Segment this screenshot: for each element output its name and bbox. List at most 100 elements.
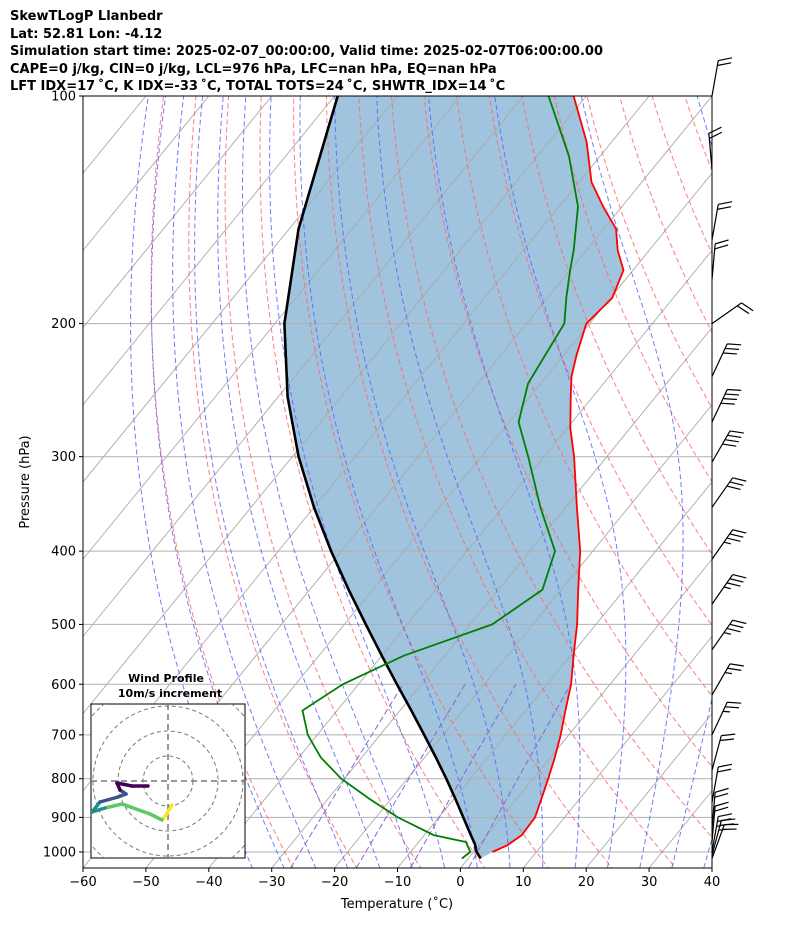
x-axis-label: Temperature (˚C) bbox=[340, 896, 453, 912]
dry-adiabat bbox=[783, 96, 794, 883]
location-line: Lat: 52.81 Lon: -4.12 bbox=[10, 26, 163, 42]
temperature-profile-line bbox=[491, 96, 625, 853]
hodograph-segment bbox=[98, 795, 120, 804]
x-tick-label: −30 bbox=[258, 875, 285, 890]
moist-adiabat bbox=[194, 96, 349, 868]
moist-adiabat bbox=[269, 96, 446, 868]
cape-line: CAPE=0 j/kg, CIN=0 j/kg, LCL=976 hPa, LF… bbox=[10, 61, 497, 77]
isotherm-line bbox=[83, 96, 273, 329]
isotherm-line bbox=[83, 96, 587, 715]
wind-barb bbox=[711, 239, 729, 280]
isotherm-line bbox=[208, 249, 712, 868]
y-tick-label: 600 bbox=[51, 678, 76, 693]
profile-lines bbox=[283, 96, 625, 860]
dry-adiabat bbox=[521, 96, 712, 555]
mixing-ratio-line bbox=[289, 684, 404, 868]
wind-barb bbox=[708, 126, 723, 170]
isotherm-line bbox=[585, 712, 712, 868]
chart-title: SkewTLogP Llanbedr bbox=[10, 9, 163, 24]
dewpoint-profile-line bbox=[301, 96, 579, 860]
y-tick-label: 900 bbox=[51, 811, 76, 826]
isotherm-line bbox=[460, 558, 712, 868]
wind-barb bbox=[711, 823, 739, 859]
moist-adiabat bbox=[580, 96, 684, 868]
isotherm-line bbox=[83, 96, 398, 483]
wind-barb bbox=[711, 430, 744, 463]
wind-barb bbox=[711, 763, 733, 803]
x-tick-label: 0 bbox=[456, 875, 464, 890]
dry-adiabat bbox=[488, 96, 712, 627]
mixing-ratio-line bbox=[467, 684, 572, 868]
wind-barb bbox=[711, 529, 747, 560]
time-line: Simulation start time: 2025-02-07_00:00:… bbox=[10, 44, 603, 59]
dry-adiabat bbox=[651, 96, 712, 255]
moist-adiabat bbox=[150, 96, 285, 868]
x-tick-label: 10 bbox=[515, 875, 532, 890]
moist-adiabat bbox=[494, 96, 627, 868]
isotherm-line bbox=[334, 404, 712, 868]
dry-adiabat bbox=[750, 96, 794, 883]
hodograph-segment bbox=[115, 781, 134, 788]
isotherm-line bbox=[648, 790, 712, 868]
moist-adiabat bbox=[376, 96, 544, 868]
x-tick-label: 30 bbox=[641, 875, 658, 890]
isotherm-line bbox=[397, 481, 712, 868]
isotherm-line bbox=[83, 96, 524, 638]
inset-title: Wind Profile bbox=[128, 672, 204, 685]
wind-barb bbox=[711, 388, 742, 423]
dry-adiabat bbox=[423, 96, 712, 768]
isotherm-line bbox=[711, 867, 712, 868]
wind-barb bbox=[711, 302, 754, 325]
plot-grid bbox=[83, 96, 794, 883]
moist-adiabat bbox=[172, 96, 317, 868]
x-tick-label: 40 bbox=[704, 875, 721, 890]
dry-adiabat bbox=[553, 96, 712, 483]
wind-barb bbox=[711, 701, 742, 736]
isotherm-line bbox=[145, 172, 712, 868]
wind-barb bbox=[711, 787, 729, 829]
y-axis-label: Pressure (hPa) bbox=[18, 435, 33, 528]
wind-barb bbox=[711, 619, 747, 651]
dry-adiabat bbox=[358, 96, 677, 868]
x-tick-label: −10 bbox=[384, 875, 411, 890]
wind-profile-inset: Wind Profile 10m/s increment bbox=[90, 672, 246, 859]
wind-barb bbox=[711, 801, 729, 843]
dry-adiabat bbox=[259, 96, 486, 868]
parcel-profile-line bbox=[283, 96, 482, 860]
x-tick-label: −20 bbox=[321, 875, 348, 890]
isotherm-line bbox=[271, 326, 712, 868]
moist-adiabat bbox=[217, 96, 381, 868]
y-tick-label: 1000 bbox=[43, 845, 76, 860]
y-tick-label: 500 bbox=[51, 618, 76, 633]
y-tick-label: 100 bbox=[51, 90, 76, 105]
index-line: LFT IDX=17 ˚C, K IDX=-33 ˚C, TOTAL TOTS=… bbox=[10, 79, 506, 94]
y-tick-label: 300 bbox=[51, 450, 76, 465]
dry-adiabat bbox=[391, 96, 712, 838]
isotherm-line bbox=[522, 635, 712, 868]
x-tick-label: −50 bbox=[132, 875, 159, 890]
dry-adiabat bbox=[224, 96, 422, 868]
x-tick-label: −60 bbox=[69, 875, 96, 890]
x-tick-label: −40 bbox=[195, 875, 222, 890]
wind-barbs bbox=[708, 57, 754, 859]
hodograph-segment bbox=[164, 803, 174, 817]
isotherm-line bbox=[83, 96, 210, 252]
wind-barb bbox=[711, 201, 733, 240]
hodograph-segment bbox=[148, 812, 164, 822]
wind-barb bbox=[711, 663, 744, 696]
dry-adiabat bbox=[188, 96, 358, 868]
isotherm-line bbox=[775, 96, 794, 868]
mixing-ratio-line bbox=[409, 684, 517, 868]
isotherm-line bbox=[83, 96, 84, 97]
isotherm-line bbox=[83, 96, 461, 560]
dry-adiabat bbox=[456, 96, 712, 697]
moist-adiabat bbox=[428, 96, 581, 868]
hodograph-segment bbox=[103, 802, 124, 810]
hodograph-segment bbox=[120, 802, 152, 816]
x-tick-label: 20 bbox=[578, 875, 595, 890]
dry-adiabat bbox=[619, 96, 712, 334]
wind-barb bbox=[711, 477, 747, 508]
inset-subtitle: 10m/s increment bbox=[118, 687, 222, 700]
dry-adiabat bbox=[325, 96, 613, 868]
